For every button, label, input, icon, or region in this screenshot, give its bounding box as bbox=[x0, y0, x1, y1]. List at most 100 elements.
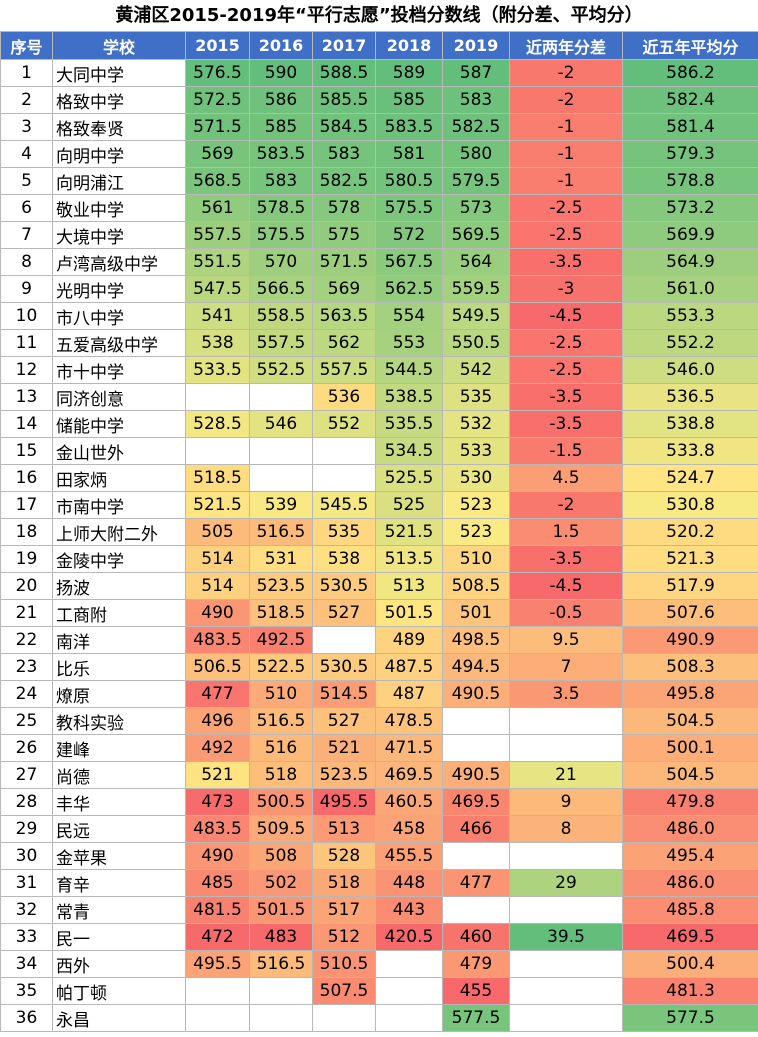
cell-2016 bbox=[249, 464, 313, 492]
cell-index: 23 bbox=[0, 653, 53, 681]
score-table: 序号 学校 2015 2016 2017 2018 2019 近两年分差 近五年… bbox=[0, 31, 758, 1032]
cell-2016: 501.5 bbox=[249, 896, 313, 924]
table-row: 16 田家炳 518.5 525.5 530 4.5 524.7 bbox=[0, 464, 758, 492]
cell-2016: 509.5 bbox=[249, 815, 313, 843]
cell-2018: 487 bbox=[375, 680, 443, 708]
cell-2019: 469.5 bbox=[442, 788, 510, 816]
cell-2017: 563.5 bbox=[312, 302, 376, 330]
cell-2019: 490.5 bbox=[442, 680, 510, 708]
cell-2016 bbox=[249, 383, 313, 411]
cell-2018: 544.5 bbox=[375, 356, 443, 384]
cell-2018: 513 bbox=[375, 572, 443, 600]
cell-diff: -2 bbox=[509, 59, 623, 87]
cell-index: 17 bbox=[0, 491, 53, 519]
cell-2017: 510.5 bbox=[312, 950, 376, 978]
cell-average: 495.8 bbox=[622, 680, 758, 708]
cell-average: 564.9 bbox=[622, 248, 758, 276]
cell-2018: 525.5 bbox=[375, 464, 443, 492]
cell-2017: 571.5 bbox=[312, 248, 376, 276]
cell-2018: 553 bbox=[375, 329, 443, 357]
cell-2016: 510 bbox=[249, 680, 313, 708]
cell-school: 格致中学 bbox=[52, 86, 186, 114]
cell-2016: 546 bbox=[249, 410, 313, 438]
cell-school: 燎原 bbox=[52, 680, 186, 708]
cell-diff bbox=[509, 842, 623, 870]
cell-school: 金苹果 bbox=[52, 842, 186, 870]
cell-2017: 518 bbox=[312, 869, 376, 897]
cell-2019: 587 bbox=[442, 59, 510, 87]
cell-school: 帕丁顿 bbox=[52, 977, 186, 1005]
cell-2018: 575.5 bbox=[375, 194, 443, 222]
cell-2019: 460 bbox=[442, 923, 510, 951]
cell-2017 bbox=[312, 437, 376, 465]
cell-school: 扬波 bbox=[52, 572, 186, 600]
cell-2018: 478.5 bbox=[375, 707, 443, 735]
cell-2017: 575 bbox=[312, 221, 376, 249]
cell-2017: 513 bbox=[312, 815, 376, 843]
cell-index: 7 bbox=[0, 221, 53, 249]
table-row: 11 五爱高级中学 538 557.5 562 553 550.5 -2.5 552.2 bbox=[0, 329, 758, 357]
cell-2015: 477 bbox=[185, 680, 250, 708]
cell-2015: 568.5 bbox=[185, 167, 250, 195]
cell-2017: 536 bbox=[312, 383, 376, 411]
cell-average: 582.4 bbox=[622, 86, 758, 114]
cell-2016: 557.5 bbox=[249, 329, 313, 357]
cell-diff: 8 bbox=[509, 815, 623, 843]
cell-2017: 527 bbox=[312, 707, 376, 735]
cell-2015: 483.5 bbox=[185, 626, 250, 654]
cell-diff: -1 bbox=[509, 140, 623, 168]
cell-school: 尚德 bbox=[52, 761, 186, 789]
cell-2015: 521.5 bbox=[185, 491, 250, 519]
cell-2018: 458 bbox=[375, 815, 443, 843]
cell-2016: 552.5 bbox=[249, 356, 313, 384]
cell-2015: 506.5 bbox=[185, 653, 250, 681]
cell-2015: 473 bbox=[185, 788, 250, 816]
table-row: 35 帕丁顿 507.5 455 481.3 bbox=[0, 977, 758, 1005]
cell-2018: 420.5 bbox=[375, 923, 443, 951]
cell-school: 向明中学 bbox=[52, 140, 186, 168]
cell-2017: 538 bbox=[312, 545, 376, 573]
cell-2016: 502 bbox=[249, 869, 313, 897]
cell-2018: 521.5 bbox=[375, 518, 443, 546]
cell-index: 20 bbox=[0, 572, 53, 600]
cell-average: 578.8 bbox=[622, 167, 758, 195]
cell-2019: 559.5 bbox=[442, 275, 510, 303]
cell-index: 9 bbox=[0, 275, 53, 303]
cell-2015: 551.5 bbox=[185, 248, 250, 276]
cell-index: 4 bbox=[0, 140, 53, 168]
table-row: 31 育辛 485 502 518 448 477 29 486.0 bbox=[0, 869, 758, 897]
cell-2017: 582.5 bbox=[312, 167, 376, 195]
table-row: 21 工商附 490 518.5 527 501.5 501 -0.5 507.6 bbox=[0, 599, 758, 627]
cell-2016: 516.5 bbox=[249, 518, 313, 546]
cell-index: 32 bbox=[0, 896, 53, 924]
cell-diff bbox=[509, 896, 623, 924]
cell-index: 1 bbox=[0, 59, 53, 87]
header-2015: 2015 bbox=[185, 31, 250, 60]
cell-school: 金山世外 bbox=[52, 437, 186, 465]
cell-2016 bbox=[249, 1004, 313, 1032]
cell-2019: 455 bbox=[442, 977, 510, 1005]
cell-diff: -2 bbox=[509, 491, 623, 519]
cell-diff: -4.5 bbox=[509, 302, 623, 330]
cell-2019: 535 bbox=[442, 383, 510, 411]
cell-2016 bbox=[249, 977, 313, 1005]
cell-diff: 3.5 bbox=[509, 680, 623, 708]
cell-average: 500.1 bbox=[622, 734, 758, 762]
cell-average: 495.4 bbox=[622, 842, 758, 870]
cell-2019: 542 bbox=[442, 356, 510, 384]
cell-2017: 584.5 bbox=[312, 113, 376, 141]
cell-index: 30 bbox=[0, 842, 53, 870]
header-2019: 2019 bbox=[442, 31, 510, 60]
cell-2017: 552 bbox=[312, 410, 376, 438]
cell-2019: 577.5 bbox=[442, 1004, 510, 1032]
cell-2015: 483.5 bbox=[185, 815, 250, 843]
cell-2016: 531 bbox=[249, 545, 313, 573]
cell-2019: 569.5 bbox=[442, 221, 510, 249]
cell-2015: 533.5 bbox=[185, 356, 250, 384]
cell-2017: 521 bbox=[312, 734, 376, 762]
cell-2016: 590 bbox=[249, 59, 313, 87]
cell-average: 561.0 bbox=[622, 275, 758, 303]
cell-school: 民远 bbox=[52, 815, 186, 843]
cell-average: 533.8 bbox=[622, 437, 758, 465]
cell-2016: 570 bbox=[249, 248, 313, 276]
